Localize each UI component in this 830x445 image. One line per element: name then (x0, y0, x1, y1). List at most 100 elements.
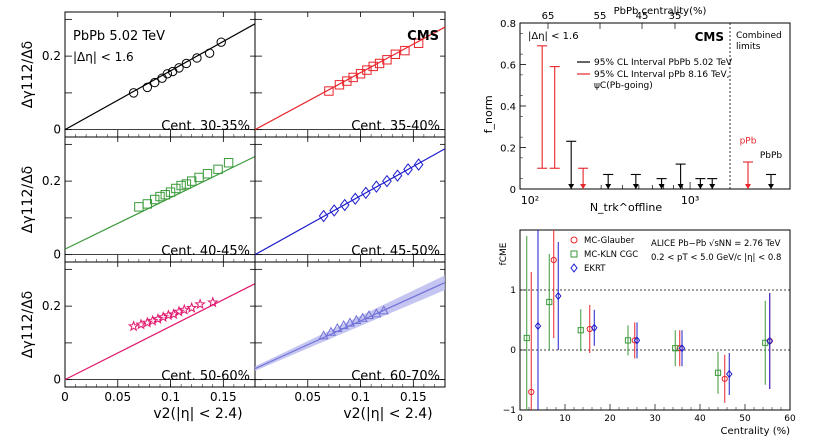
data-point (362, 65, 372, 75)
data-point (127, 320, 140, 332)
interval-arrow (745, 184, 751, 189)
data-point (672, 345, 679, 352)
data-point (382, 174, 392, 188)
interval-arrow (677, 184, 684, 189)
fit-line (64, 23, 256, 131)
data-point (348, 72, 358, 83)
data-point (534, 321, 542, 331)
data-point (150, 77, 160, 88)
data-point (357, 312, 368, 322)
data-point (192, 53, 202, 63)
panel-label: Cent. 60-70% (351, 369, 440, 384)
y-tick-label: 0.8 (500, 19, 516, 30)
data-point (204, 48, 215, 58)
data-point (176, 180, 186, 191)
data-point (762, 339, 769, 346)
legend-entry: 95% CL Interval pPb 8.16 TeV, (594, 70, 730, 80)
panel-5: Cent. 50-60% (64, 261, 256, 388)
data-point (413, 158, 424, 171)
data-point (171, 183, 181, 194)
data-point (334, 80, 345, 90)
panel-6: Cent. 60-70% (254, 261, 446, 388)
data-point (523, 334, 530, 342)
y-tick-label: 0.4 (500, 102, 516, 113)
x-tick-label: 10² (521, 194, 539, 207)
interval-arrow (697, 184, 704, 189)
interval-arrow (568, 184, 575, 189)
x-tick-label: 50 (739, 414, 751, 424)
data-point (181, 179, 192, 189)
data-point (363, 310, 375, 320)
interval-arrow (632, 184, 639, 189)
data-point (165, 187, 176, 197)
data-point (338, 320, 349, 330)
interval-arrow (658, 184, 665, 189)
data-point (162, 69, 173, 79)
ppb-label: pPb (740, 137, 757, 147)
x-tick-label: 0.05 (294, 390, 321, 404)
y-axis-title: Δγ112/Δδ (20, 41, 36, 108)
top-tick-label: 35 (669, 11, 682, 22)
data-point (206, 296, 219, 308)
y-tick-label: 0.6 (500, 61, 516, 72)
data-point (678, 343, 686, 353)
legend-entry: EKRT (584, 264, 606, 274)
fit-band (255, 275, 445, 371)
y-tick-label: 0 (53, 123, 61, 137)
data-point (355, 69, 366, 79)
data-point (142, 82, 153, 93)
data-point (721, 375, 728, 382)
y-tick-label: 0.2 (42, 174, 61, 188)
combined-label: limits (736, 42, 761, 52)
eta-cut-label: |Δη| < 1.6 (528, 31, 579, 42)
data-point (160, 190, 170, 200)
experiment-label: CMS (695, 30, 724, 44)
combined-label: Combined (736, 31, 782, 41)
panel-label: Cent. 30-35% (161, 119, 250, 134)
legend-entry: 95% CL Interval PbPb 5.02 TeV (594, 58, 733, 68)
y-tick-label: −1 (503, 406, 516, 416)
interval-arrow (709, 184, 716, 189)
left-figure: Cent. 30-35% Cent. 35-40% Cent. 40-45% Cent… (20, 11, 446, 422)
data-point (344, 317, 356, 327)
data-point (134, 202, 144, 212)
data-point (174, 63, 184, 73)
panel-label: Cent. 40-45% (161, 244, 250, 259)
x-tick-label: 0.1 (161, 390, 180, 404)
data-point (392, 169, 403, 182)
data-point (329, 204, 339, 217)
panel-4: Cent. 45-50% (254, 136, 446, 263)
data-point (324, 86, 334, 96)
data-point (150, 194, 160, 205)
data-point (186, 176, 197, 186)
data-point (162, 309, 175, 321)
y-tick-label: 0 (53, 373, 61, 387)
data-point (135, 318, 147, 330)
fit-line (64, 283, 256, 381)
data-point (570, 263, 578, 273)
y-tick-label: 1 (510, 286, 516, 296)
y-axis-title: Δγ112/Δδ (20, 291, 36, 358)
data-point (591, 323, 598, 333)
data-point (570, 250, 578, 258)
y-tick-label: 0.2 (42, 299, 61, 313)
y-axis-title: Δγ112/Δδ (20, 166, 36, 233)
legend-entry: MC-Glauber (584, 236, 635, 246)
data-point (633, 336, 641, 345)
y-axis-title: f_norm (482, 95, 495, 133)
y-tick-label: 0 (53, 248, 61, 262)
data-point (318, 330, 329, 340)
x-axis-title: N_trk^offline (590, 201, 663, 214)
x-tick-label: 60 (784, 414, 796, 424)
x-tick-label: 0 (61, 390, 69, 404)
x-tick-label: 0 (517, 414, 523, 424)
x-tick-label: 0.15 (210, 390, 237, 404)
fnorm-chart: 0 0.2 0.4 0.6 0.8 f_norm 10² 10³ N_trk^offline Pb… (482, 6, 791, 214)
pbpb-label: PbPb (760, 151, 783, 161)
data-point (714, 369, 722, 376)
interval-arrow (605, 184, 612, 189)
x-axis-title: v2(|η| < 2.4) (153, 406, 242, 422)
data-point (382, 55, 392, 65)
